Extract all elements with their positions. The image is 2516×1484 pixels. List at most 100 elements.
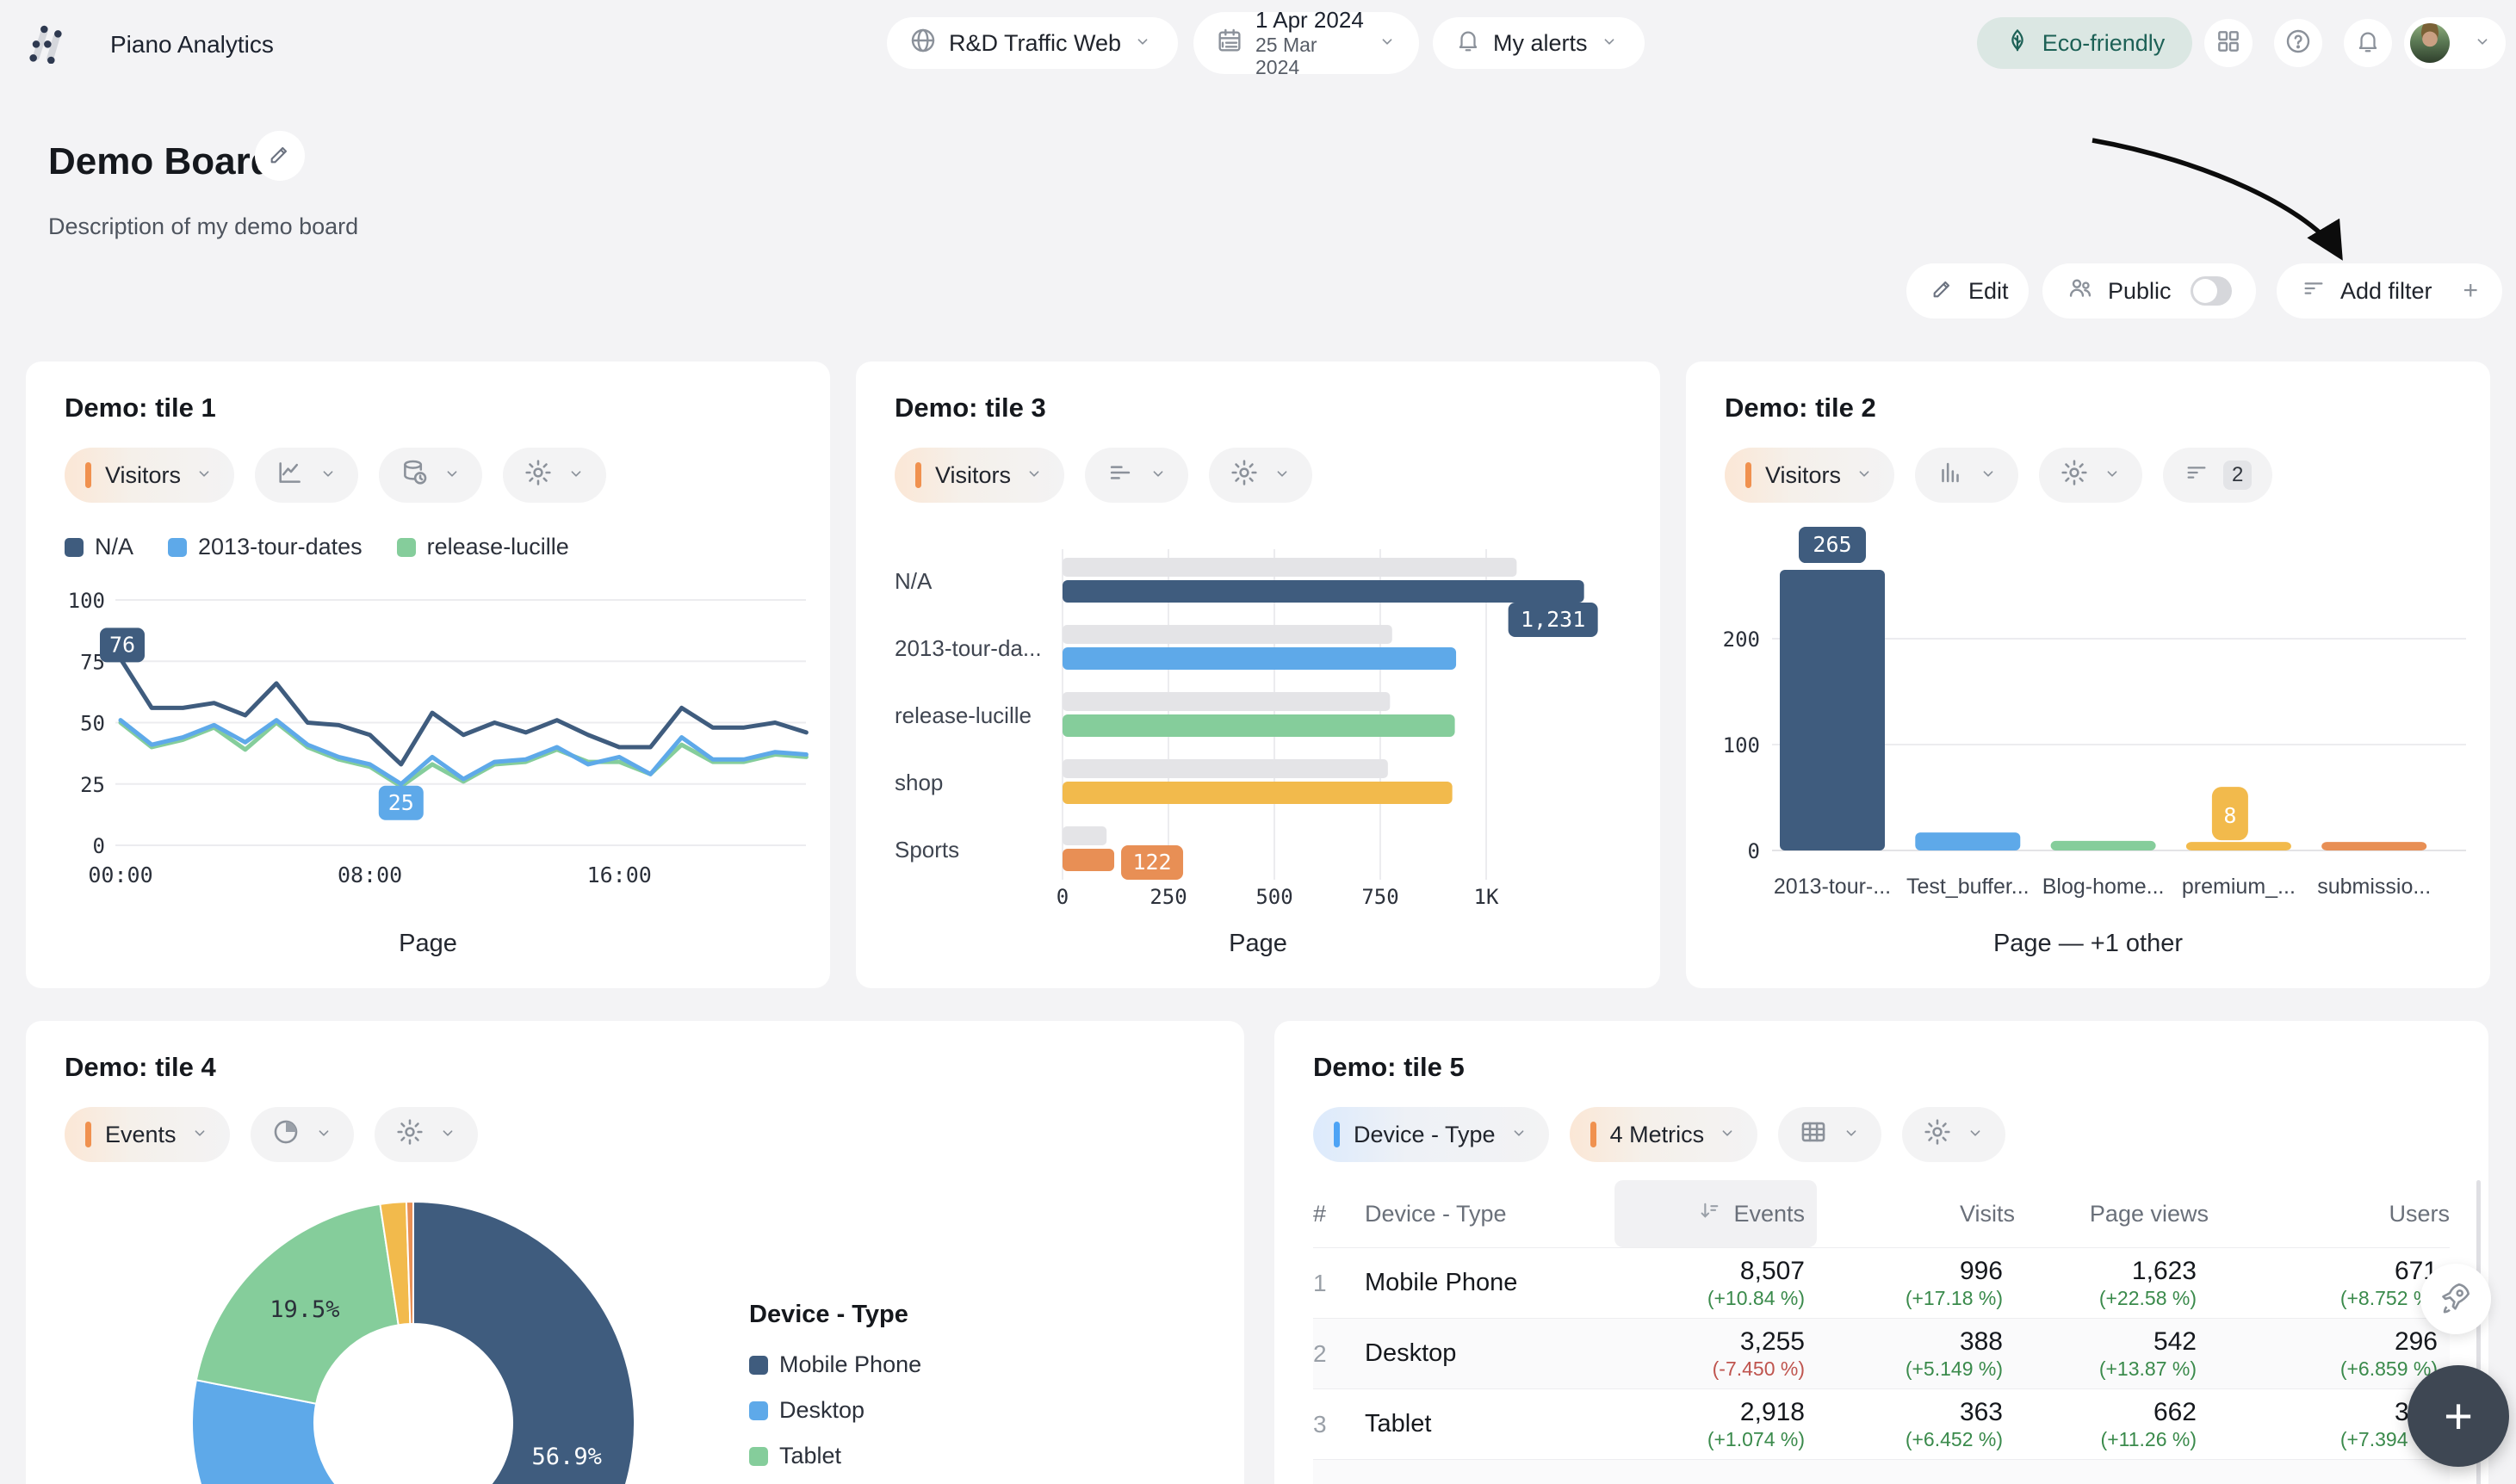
svg-text:56.9%: 56.9%: [532, 1444, 602, 1470]
settings-selector[interactable]: [503, 448, 607, 503]
column-visits[interactable]: Visits: [1959, 1200, 2015, 1227]
add-filter-button[interactable]: Add filter +: [2277, 263, 2502, 318]
add-filter-label: Add filter: [2340, 277, 2432, 304]
chevron-down-icon: [2103, 462, 2122, 489]
tile-filters-button[interactable]: 2: [2163, 448, 2273, 503]
tile-demo-3: Demo: tile 3 Visitors 0 250 500 750 1K N/A 201…: [856, 362, 1660, 988]
metric-selector-visitors[interactable]: Visitors: [1725, 448, 1895, 503]
horizontal-bars-icon: [1106, 458, 1135, 493]
tile-title: Demo: tile 3: [895, 393, 1046, 423]
settings-selector[interactable]: [2039, 448, 2143, 503]
line-chart-icon: [276, 458, 305, 493]
chart-type-selector[interactable]: [1915, 448, 2019, 503]
sort-descending-icon: [1697, 1199, 1721, 1229]
svg-text:122: 122: [1132, 850, 1171, 875]
chart-type-selector[interactable]: [250, 1107, 354, 1162]
tile-title: Demo: tile 2: [1725, 393, 1876, 423]
edit-board-button[interactable]: Edit: [1906, 263, 2029, 318]
table-scrollbar[interactable]: [2476, 1180, 2481, 1484]
notifications-button[interactable]: [2344, 19, 2392, 67]
svg-text:0: 0: [1057, 885, 1069, 909]
help-icon: [2284, 28, 2312, 59]
my-alerts-label: My alerts: [1493, 29, 1588, 56]
tile-title: Demo: tile 1: [65, 393, 216, 423]
dimension-accent: [1334, 1122, 1340, 1147]
settings-selector[interactable]: [1902, 1107, 2006, 1162]
chart-type-selector[interactable]: [255, 448, 359, 503]
edit-board-title-button[interactable]: [255, 131, 305, 181]
chevron-down-icon: [314, 1122, 333, 1148]
top-bar: Piano Analytics R&D Traffic Web 1 Apr 20…: [0, 0, 2516, 86]
chevron-down-icon: [1855, 462, 1874, 489]
svg-text:19.5%: 19.5%: [270, 1296, 339, 1323]
metric-selector-visitors[interactable]: Visitors: [65, 448, 235, 503]
chevron-down-icon: [1133, 30, 1152, 57]
svg-text:submissio...: submissio...: [2317, 875, 2431, 899]
chevron-down-icon: [438, 1122, 457, 1148]
svg-text:2013-tour-da...: 2013-tour-da...: [895, 635, 1042, 661]
chevron-down-icon: [1600, 30, 1619, 57]
rocket-button[interactable]: [2420, 1264, 2491, 1334]
tile-demo-2: Demo: tile 2 Visitors 2 0 100 200 2013-tour…: [1686, 362, 2490, 988]
filter-icon: [2184, 460, 2209, 492]
piano-analytics-logo-icon[interactable]: [29, 22, 71, 65]
svg-text:21.2%: 21.2%: [239, 1481, 308, 1484]
public-label: Public: [2108, 277, 2172, 304]
table-row: 1 Mobile Phone 8,507 (+10.84 %) 996 (+17.18 %…: [1313, 1247, 2450, 1318]
legend-item[interactable]: 2013-tour-dates: [168, 534, 363, 560]
chart-type-selector[interactable]: [1085, 448, 1189, 503]
svg-text:release-lucille: release-lucille: [895, 702, 1032, 728]
help-button[interactable]: [2274, 19, 2322, 67]
user-menu[interactable]: [2404, 17, 2506, 69]
date-range-selector[interactable]: 1 Apr 2024 25 Mar 2024: [1193, 7, 1419, 78]
chevron-down-icon: [1979, 462, 1998, 489]
eco-friendly-badge[interactable]: Eco-friendly: [1977, 17, 2192, 69]
column-rank: #: [1313, 1200, 1327, 1227]
horizontal-bar-chart: 0 250 500 750 1K N/A 2013-tour-da... release-lu…: [882, 542, 1639, 925]
x-axis-title: Page: [1229, 930, 1287, 957]
gear-icon: [1923, 1117, 1952, 1153]
legend-item[interactable]: N/A: [65, 534, 133, 560]
legend-item[interactable]: Tablet: [749, 1443, 946, 1469]
add-tile-fab[interactable]: +: [2408, 1365, 2509, 1467]
data-source-selector[interactable]: [379, 448, 483, 503]
tile-demo-4: Demo: tile 4 Events 56.9% 21.2% 19.5% Devi…: [26, 1021, 1244, 1484]
metric-accent: [85, 1122, 91, 1147]
public-toggle-control[interactable]: Public: [2042, 263, 2256, 318]
chevron-down-icon: [1966, 1122, 1985, 1148]
metric-accent: [915, 462, 921, 488]
legend-item[interactable]: release-lucille: [396, 534, 569, 560]
site-selector-label: R&D Traffic Web: [949, 29, 1122, 56]
metrics-selector[interactable]: 4 Metrics: [1569, 1107, 1758, 1162]
column-users[interactable]: Users: [2389, 1200, 2450, 1227]
tile-demo-5: Demo: tile 5 Device - Type 4 Metrics: [1274, 1021, 2488, 1484]
svg-text:00:00: 00:00: [88, 863, 152, 887]
edit-label: Edit: [1968, 277, 2009, 304]
column-page-views[interactable]: Page views: [2089, 1200, 2209, 1227]
gear-icon: [395, 1117, 424, 1153]
settings-selector[interactable]: [1209, 448, 1313, 503]
table-row: 4105469045: [1313, 1459, 2450, 1484]
svg-text:16:00: 16:00: [587, 863, 652, 887]
apps-grid-button[interactable]: [2204, 19, 2253, 67]
chevron-down-icon: [1149, 462, 1168, 489]
metric-selector-events[interactable]: Events: [65, 1107, 230, 1162]
chevron-down-icon: [1273, 462, 1292, 489]
column-events-sorted[interactable]: Events: [1614, 1180, 1817, 1247]
chevron-down-icon: [1509, 1122, 1528, 1148]
public-toggle[interactable]: [2190, 276, 2232, 306]
legend-item[interactable]: Desktop: [749, 1397, 946, 1424]
legend-item[interactable]: Mobile Phone: [749, 1351, 946, 1378]
chevron-down-icon: [1025, 462, 1044, 489]
chart-type-selector[interactable]: [1778, 1107, 1882, 1162]
site-selector[interactable]: R&D Traffic Web: [887, 17, 1178, 69]
dimension-selector[interactable]: Device - Type: [1313, 1107, 1549, 1162]
metric-selector-visitors[interactable]: Visitors: [895, 448, 1065, 503]
plus-icon: +: [2463, 276, 2478, 305]
table-row: 3 Tablet 2,918 (+1.074 %) 363 (+6.452 %) 662 (+…: [1313, 1388, 2450, 1459]
svg-text:shop: shop: [895, 770, 943, 795]
my-alerts-menu[interactable]: My alerts: [1433, 17, 1645, 69]
settings-selector[interactable]: [374, 1107, 478, 1162]
filter-icon: [2301, 275, 2327, 307]
people-icon: [2067, 275, 2094, 308]
